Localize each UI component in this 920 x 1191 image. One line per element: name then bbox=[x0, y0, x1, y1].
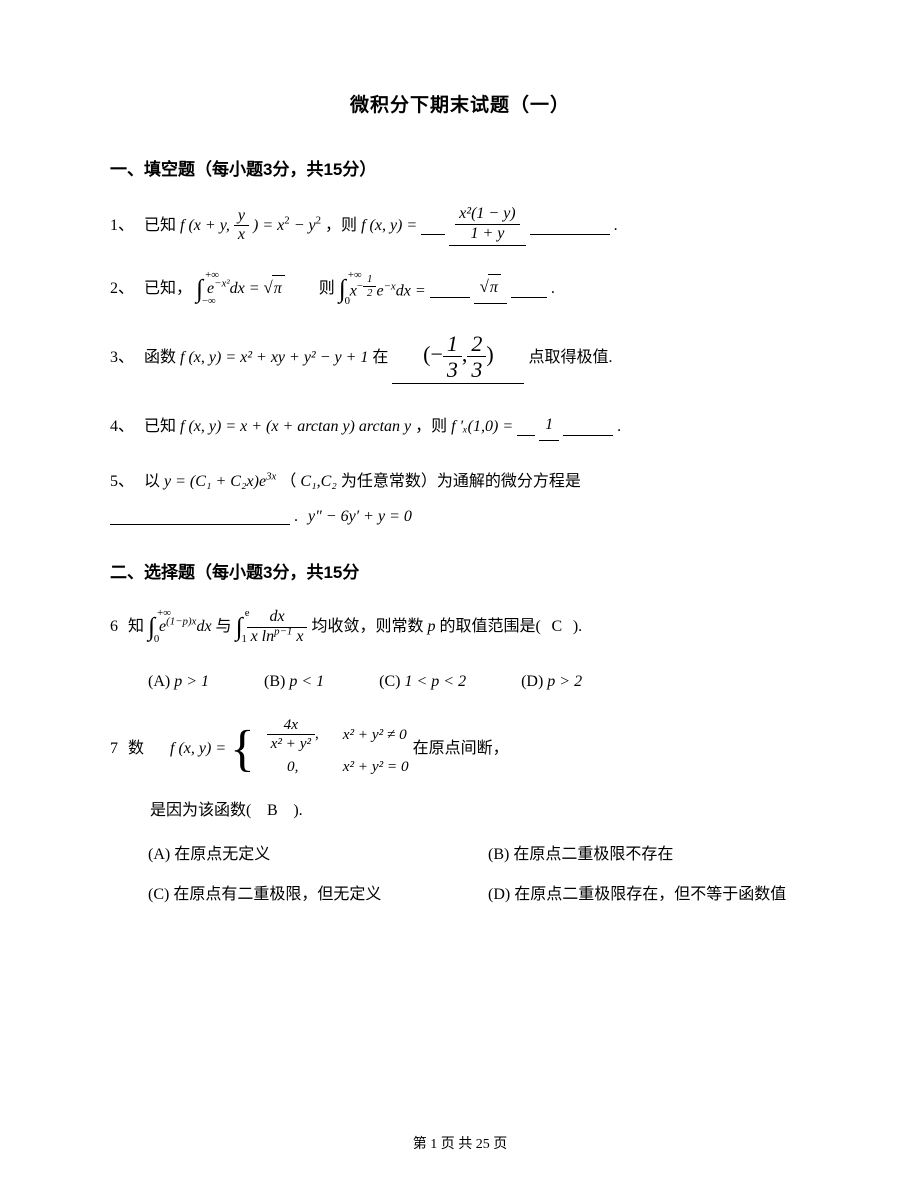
question-6: 6 知 ∫+∞0 e(1−p)xdx 与 ∫e1 dx x lnp−1 x 均收… bbox=[110, 609, 810, 646]
question-4: 4、 已知 f (x, y) = x + (x + arctan y) arct… bbox=[110, 412, 810, 441]
q6-tail3: ). bbox=[573, 614, 582, 640]
q5-number: 5、 bbox=[110, 469, 134, 495]
q7-opt-c: (C) 在原点有二重极限，但无定义 bbox=[148, 880, 428, 904]
q6-opt-c: (C) 1 < p < 2 bbox=[379, 673, 466, 691]
q1-blank-left bbox=[421, 217, 445, 236]
document-title: 微积分下期末试题（一） bbox=[110, 90, 810, 117]
q6-opt-a: (A) p > 1 bbox=[148, 673, 209, 691]
q2-tail: . bbox=[551, 276, 555, 302]
q2-then: 则 bbox=[319, 276, 335, 302]
q5-blank bbox=[110, 509, 290, 524]
q6-tail2: 的取值范围是( bbox=[439, 614, 540, 640]
page-footer: 第 1 页 共 25 页 bbox=[0, 1133, 920, 1153]
q2-int2: ∫+∞0 bbox=[339, 276, 346, 302]
q1-lhs-post: ) = x2 − y2 bbox=[253, 213, 321, 239]
q2-int1: ∫+∞−∞ bbox=[196, 276, 203, 302]
q1-fxy: f (x, y) = bbox=[361, 213, 417, 239]
q7-opt-d: (D) 在原点二重极限存在，但不等于函数值 bbox=[488, 880, 786, 904]
q3-post: 点取得极值. bbox=[528, 345, 612, 371]
q7-tail1: 在原点间断， bbox=[413, 736, 509, 762]
q3-answer: (−13,23) bbox=[392, 332, 524, 384]
q1-lhs-frac: y x bbox=[234, 208, 249, 245]
question-5: 5、 以 y = (C₁ + C₂x)e3x （ C₁,C₂ 为任意常数）为通解… bbox=[110, 469, 810, 495]
q7-answer: B bbox=[255, 802, 289, 820]
q7-opt-a: (A) 在原点无定义 bbox=[148, 840, 428, 864]
q6-tail1: 均收敛，则常数 bbox=[311, 614, 423, 640]
section-1-header: 一、填空题（每小题3分，共15分） bbox=[110, 155, 810, 180]
q6-and: 与 bbox=[216, 614, 232, 640]
q7-func-lhs: f (x, y) = bbox=[170, 736, 226, 762]
q6-options: (A) p > 1 (B) p < 1 (C) 1 < p < 2 (D) p … bbox=[148, 673, 810, 691]
q1-number: 1、 bbox=[110, 213, 134, 239]
q6-opt-d: (D) p > 2 bbox=[521, 673, 582, 691]
q2-number: 2、 bbox=[110, 276, 134, 302]
q6-lead: 知 bbox=[128, 614, 144, 640]
q4-number: 4、 bbox=[110, 414, 134, 440]
question-3: 3、 函数 f (x, y) = x² + xy + y² − y + 1 在 … bbox=[110, 332, 810, 384]
q4-tail: . bbox=[617, 414, 621, 440]
q5-answer: y″ − 6y′ + y = 0 bbox=[308, 504, 412, 530]
q3-func: f (x, y) = x² + xy + y² − y + 1 bbox=[180, 345, 368, 371]
question-1: 1、 已知 f (x + y, y x ) = x2 − y2 ，则 f (x,… bbox=[110, 206, 810, 246]
q6-p: p bbox=[427, 614, 435, 640]
q4-then: ，则 bbox=[415, 414, 447, 440]
q2-blank-right bbox=[511, 279, 547, 298]
q6-int1: ∫+∞0 bbox=[148, 614, 155, 640]
page-body: 微积分下期末试题（一） 一、填空题（每小题3分，共15分） 1、 已知 f (x… bbox=[0, 0, 920, 972]
q4-deriv: f ′ₓ(1,0) = bbox=[451, 414, 513, 440]
question-5-line2: . y″ − 6y′ + y = 0 bbox=[110, 504, 810, 530]
q3-at: 在 bbox=[372, 345, 388, 371]
q7-cases: { 4xx² + y², x² + y² ≠ 0 0, x² + y² = 0 bbox=[230, 717, 408, 779]
q4-answer: 1 bbox=[539, 412, 559, 441]
q6-int2-frac: dx x lnp−1 x bbox=[247, 609, 308, 646]
q5-paren-open: （ bbox=[280, 469, 296, 495]
question-7: 7 数 f (x, y) = { 4xx² + y², x² + y² ≠ 0 … bbox=[110, 717, 810, 779]
q1-tail: . bbox=[614, 213, 618, 239]
q4-blank-right bbox=[563, 417, 613, 436]
q7-number: 7 bbox=[110, 736, 118, 762]
q1-blank-right bbox=[530, 217, 610, 236]
q5-lead: 以 bbox=[144, 469, 160, 495]
q4-func: f (x, y) = x + (x + arctan y) arctan y bbox=[180, 414, 411, 440]
q2-sqrt-pi-1: π bbox=[264, 275, 285, 302]
q4-lead: 已知 bbox=[144, 414, 176, 440]
q3-lead: 函数 bbox=[144, 345, 176, 371]
q4-blank-left bbox=[517, 417, 535, 436]
q7-opt-b: (B) 在原点二重极限不存在 bbox=[488, 840, 673, 864]
q1-answer: x²(1 − y) 1 + y bbox=[449, 206, 525, 246]
question-2: 2、 已知， ∫+∞−∞ e−x²dx = π 则 ∫+∞0 x−12e−xdx… bbox=[110, 274, 810, 304]
q2-answer: π bbox=[474, 274, 507, 304]
section-2-header: 二、选择题（每小题3分，共15分 bbox=[110, 558, 810, 583]
q7-lead: 数 bbox=[128, 736, 144, 762]
q7-options: (A) 在原点无定义 (B) 在原点二重极限不存在 (C) 在原点有二重极限，但… bbox=[148, 840, 810, 904]
q5-expr: y = (C₁ + C₂x)e3x bbox=[164, 469, 276, 495]
q6-answer: C bbox=[545, 614, 569, 640]
q1-then: ，则 bbox=[325, 213, 357, 239]
q2-blank-left bbox=[430, 279, 470, 298]
q5-paren-text: 为任意常数）为通解的微分方程是 bbox=[341, 469, 581, 495]
q2-lead: 已知， bbox=[144, 276, 192, 302]
q6-int2: ∫e1 bbox=[236, 614, 243, 640]
q3-number: 3、 bbox=[110, 345, 134, 371]
q7-line2: 是因为该函数( B ). bbox=[150, 796, 810, 820]
q1-lhs-pre: f (x + y, bbox=[180, 213, 230, 239]
q5-constants: C₁,C₂ bbox=[300, 469, 336, 495]
q6-opt-b: (B) p < 1 bbox=[264, 673, 324, 691]
q1-lead: 已知 bbox=[144, 213, 176, 239]
q6-number: 6 bbox=[110, 614, 118, 640]
